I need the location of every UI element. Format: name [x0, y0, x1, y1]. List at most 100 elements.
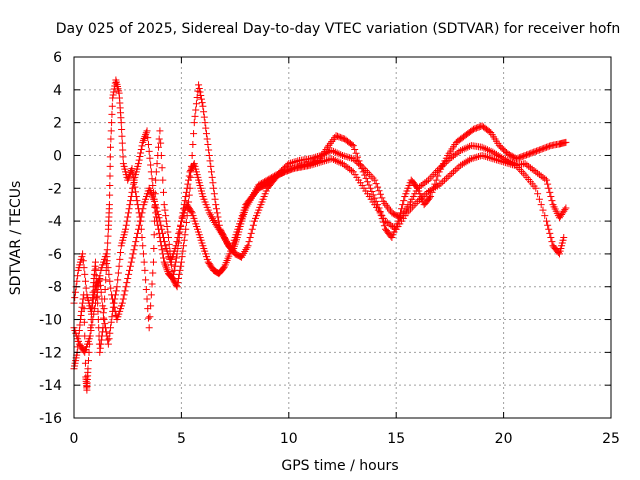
data-point	[324, 148, 332, 156]
data-point	[165, 240, 173, 248]
data-point	[91, 305, 99, 313]
data-point	[546, 188, 554, 196]
data-point	[532, 184, 540, 192]
data-point	[395, 213, 403, 221]
data-point	[541, 212, 549, 220]
data-point	[439, 178, 447, 186]
data-point	[410, 201, 418, 209]
data-point	[390, 224, 398, 232]
data-point	[89, 295, 97, 303]
data-point	[489, 155, 497, 163]
data-point	[339, 160, 346, 168]
data-point	[137, 149, 145, 157]
y-tick-label: -16	[39, 411, 62, 427]
data-point	[391, 211, 399, 219]
data-point	[199, 102, 207, 110]
data-point	[179, 247, 187, 255]
data-point	[338, 134, 346, 142]
data-point	[520, 152, 528, 160]
data-point	[335, 133, 343, 141]
data-point	[214, 213, 222, 221]
data-point	[432, 183, 440, 191]
data-point	[80, 347, 88, 355]
data-point	[119, 295, 127, 303]
data-point	[137, 145, 145, 153]
data-point	[146, 313, 154, 321]
data-point	[73, 277, 81, 285]
data-point	[544, 221, 552, 229]
data-point	[208, 173, 216, 181]
data-point	[212, 201, 220, 209]
y-tick-label: -12	[39, 345, 62, 361]
data-point	[483, 153, 491, 161]
data-point	[412, 199, 420, 207]
data-point	[127, 197, 135, 205]
data-point	[153, 207, 161, 215]
data-point	[530, 148, 538, 156]
x-tick-label: 15	[387, 431, 405, 447]
data-point	[344, 153, 352, 161]
data-point	[128, 188, 136, 196]
data-point	[541, 144, 549, 152]
data-point	[119, 153, 127, 161]
data-point	[74, 272, 82, 280]
data-point	[196, 88, 204, 96]
data-point	[515, 154, 523, 162]
data-point	[415, 183, 423, 191]
data-point	[159, 176, 167, 184]
x-tick-label: 20	[495, 431, 513, 447]
data-point	[118, 132, 126, 140]
data-point	[126, 262, 134, 270]
data-point	[126, 201, 134, 209]
data-point	[138, 209, 146, 217]
data-point	[400, 197, 408, 205]
data-point	[134, 160, 142, 168]
data-point	[201, 119, 209, 127]
data-point	[539, 206, 547, 214]
data-point	[466, 156, 474, 164]
data-point	[435, 165, 443, 173]
data-point	[106, 277, 114, 285]
data-point	[118, 299, 126, 307]
data-point	[180, 242, 188, 250]
data-point	[125, 205, 133, 213]
data-point	[285, 166, 293, 174]
data-point	[294, 157, 302, 165]
data-point	[96, 348, 104, 356]
data-point	[133, 197, 141, 205]
data-point	[537, 145, 545, 153]
data-point	[82, 284, 90, 292]
data-point	[528, 165, 536, 173]
data-point	[505, 160, 513, 168]
data-point	[104, 340, 112, 348]
data-point	[134, 225, 142, 233]
axis-ticks: 0 5 10 15 20 25 -16 -14 -12 -10 -8 -6 -4 -2 0 2 4 6	[39, 50, 620, 447]
data-point	[193, 93, 201, 101]
data-point	[177, 221, 185, 229]
data-point	[213, 209, 221, 217]
data-point	[487, 154, 495, 162]
data-point	[116, 255, 124, 263]
data-point	[123, 217, 131, 225]
data-point	[328, 155, 336, 163]
data-point	[531, 148, 539, 156]
data-point	[387, 221, 395, 229]
data-point	[347, 154, 355, 162]
data-point	[71, 294, 79, 302]
data-point	[79, 257, 87, 265]
data-point	[97, 340, 105, 348]
data-point	[203, 135, 211, 143]
data-point	[103, 246, 111, 254]
data-point	[521, 151, 529, 159]
data-point	[548, 197, 556, 205]
data-point	[512, 155, 520, 163]
data-point	[541, 175, 549, 183]
data-point	[121, 287, 129, 295]
data-point	[71, 288, 79, 296]
data-point	[285, 160, 293, 168]
data-point	[539, 173, 547, 181]
data-point	[79, 250, 87, 258]
data-point	[198, 99, 206, 107]
y-tick-label: 6	[53, 50, 62, 66]
data-point	[415, 196, 423, 204]
